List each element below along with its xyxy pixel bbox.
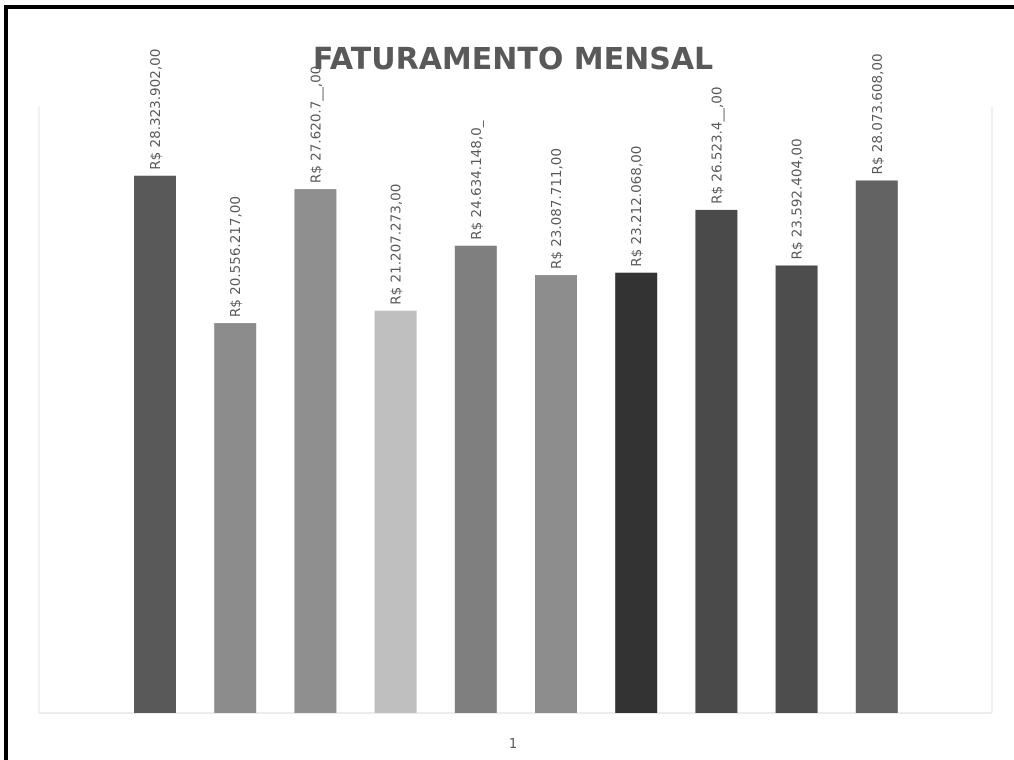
bar-2	[214, 323, 257, 713]
data-label-4: R$ 21.207.273,00	[389, 184, 405, 305]
bar-8	[695, 209, 738, 713]
data-label-10: R$ 28.073.608,00	[870, 53, 886, 174]
data-label-3: R$ 27.620.7__,00	[308, 66, 324, 183]
data-label-5: R$ 24.634.148,0_	[469, 120, 485, 239]
data-label-8: R$ 26.523.4__,00	[709, 87, 725, 204]
chart-title: FATURAMENTO MENSAL	[313, 42, 713, 77]
bar-5	[454, 245, 497, 713]
data-label-1: R$ 28.323.902,00	[148, 49, 164, 170]
bar-4	[374, 310, 417, 713]
data-label-7: R$ 23.212.068,00	[629, 146, 645, 267]
data-label-6: R$ 23.087.711,00	[549, 148, 565, 269]
data-labels-group: R$ 28.323.902,00 R$ 20.556.217,00 R$ 27.62…	[148, 49, 886, 317]
data-label-2: R$ 20.556.217,00	[228, 196, 244, 317]
bar-7	[615, 272, 658, 713]
bar-9	[775, 265, 818, 713]
bars-group	[134, 175, 898, 714]
bar-10	[855, 180, 898, 713]
bar-1	[134, 175, 176, 714]
data-label-9: R$ 23.592.404,00	[790, 138, 806, 259]
x-tick-label: 1	[509, 737, 517, 752]
chart-area: R$ 28.323.902,00 R$ 20.556.217,00 R$ 27.62…	[4, 5, 1014, 760]
bar-3	[294, 189, 337, 714]
bar-6	[535, 275, 577, 713]
bar-chart: R$ 28.323.902,00 R$ 20.556.217,00 R$ 27.62…	[38, 42, 993, 752]
